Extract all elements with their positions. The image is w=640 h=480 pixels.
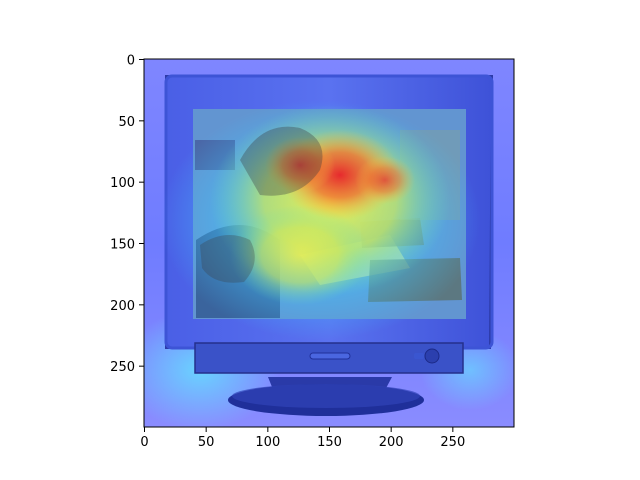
x-tick-label: 50 [198,435,215,450]
heatmap-image [144,59,514,427]
y-tick-label: 150 [110,238,135,253]
x-tick-label: 200 [379,435,404,450]
y-tick-label: 200 [110,299,135,314]
x-tick-label: 100 [255,435,280,450]
y-tick-label: 250 [110,360,135,375]
y-tick-label: 100 [110,176,135,191]
y-tick-label: 0 [127,54,135,69]
x-tick-label: 250 [440,435,465,450]
y-tick-label: 50 [118,115,135,130]
x-tick-label: 0 [140,435,148,450]
x-tick-label: 150 [317,435,342,450]
x-axis: 0 50 100 150 200 250 [140,427,465,450]
y-axis: 0 50 100 150 200 250 [110,54,144,375]
